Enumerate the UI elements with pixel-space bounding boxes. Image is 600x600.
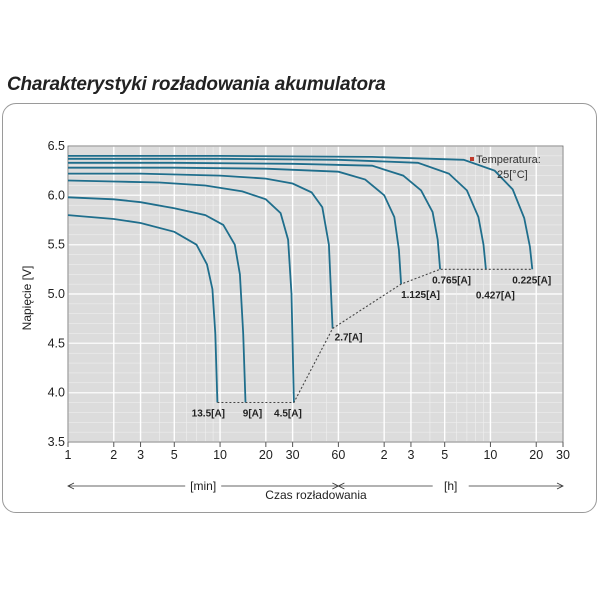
min-bracket-arrow-left — [67, 482, 75, 490]
hour-bracket-arrow-left — [337, 482, 345, 490]
current-label: 9[A] — [243, 409, 262, 420]
current-label: 4.5[A] — [274, 409, 302, 420]
x-tick-label: 10 — [483, 448, 497, 462]
y-tick-label: 6.5 — [48, 139, 65, 153]
min-bracket-label-bg — [185, 478, 222, 492]
chart-title: Charakterystyki rozładowania akumulatora — [7, 74, 386, 95]
x-tick-label: 5 — [171, 448, 178, 462]
x-tick-label: 5 — [441, 448, 448, 462]
discharge-curve — [68, 172, 334, 329]
legend-text: 25[°C] — [497, 169, 528, 181]
y-tick-label: 4.0 — [48, 386, 65, 400]
x-tick-label: 3 — [407, 448, 414, 462]
discharge-curve — [68, 161, 441, 270]
current-label: 2.7[A] — [335, 333, 363, 344]
discharge-curve — [67, 196, 247, 403]
discharge-curve — [67, 179, 295, 403]
current-label: 1.125[A] — [401, 290, 440, 301]
current-label: 0.765[A] — [432, 275, 471, 286]
legend-text: Temperatura: — [476, 154, 541, 166]
hour-bracket-label: [h] — [444, 479, 457, 493]
y-tick-label: 3.5 — [48, 435, 65, 449]
discharge-curve — [68, 157, 487, 270]
x-tick-label: 20 — [259, 448, 273, 462]
x-tick-label: 30 — [286, 448, 300, 462]
x-axis-title: Czas rozładowania — [265, 488, 367, 502]
labels: 3.5 4.0 4.5 5.0 5.5 6.0 6.5 1 2 3 5 10 20 30 60 2 3 5 10 20… — [48, 139, 570, 493]
x-tick-label: 60 — [331, 448, 345, 462]
current-label: 0.427[A] — [476, 290, 515, 301]
y-tick-label: 6.0 — [48, 188, 65, 202]
y-tick-label: 4.5 — [48, 336, 65, 350]
x-tick-label: 30 — [556, 448, 570, 462]
y-axis-title: Napięcie [V] — [20, 266, 34, 331]
min-bracket-label: [min] — [190, 479, 216, 493]
discharge-curve — [68, 166, 402, 285]
y-tick-label: 5.0 — [48, 287, 65, 301]
x-tick-label: 10 — [213, 448, 227, 462]
discharge-curve — [67, 214, 219, 403]
x-tick-label: 2 — [381, 448, 388, 462]
y-tick-label: 5.5 — [48, 238, 65, 252]
discharge-curve — [68, 155, 534, 270]
hour-bracket-arrow-right — [556, 482, 564, 490]
plot-border — [67, 145, 564, 443]
x-tick-label: 2 — [110, 448, 117, 462]
grid — [67, 145, 564, 447]
series-group — [67, 155, 534, 404]
current-label: 0.225[A] — [512, 275, 551, 286]
x-tick-label: 20 — [529, 448, 543, 462]
current-label: 13.5[A] — [192, 409, 225, 420]
x-tick-label: 1 — [65, 448, 72, 462]
endpoint-dotted-line — [217, 268, 533, 404]
x-tick-label: 3 — [137, 448, 144, 462]
hour-bracket-label-bg — [432, 478, 469, 492]
legend-marker — [470, 157, 474, 161]
